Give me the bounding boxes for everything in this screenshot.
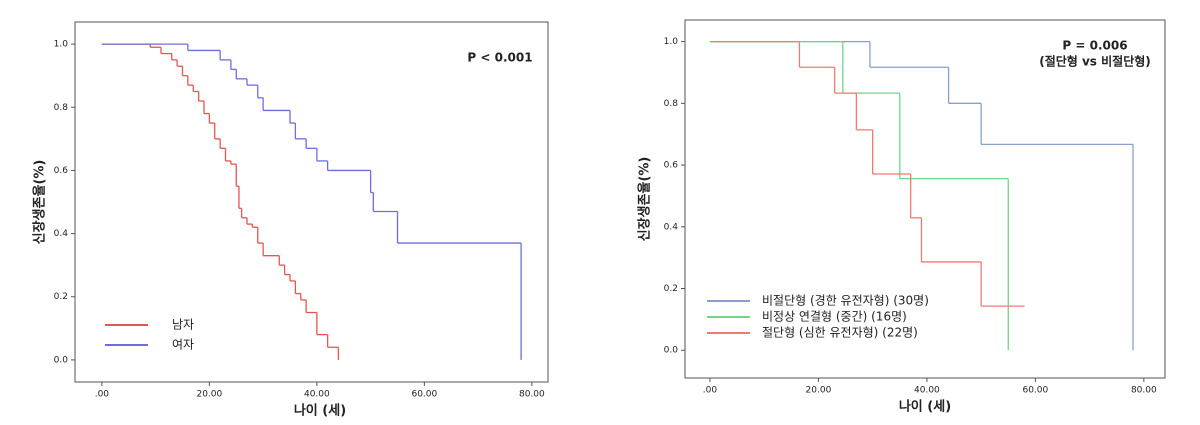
- annotation: P < 0.001: [467, 51, 532, 65]
- y-tick-label: 0.8: [54, 103, 69, 113]
- y-tick-label: 1.0: [54, 40, 69, 50]
- x-tick-label: .00: [703, 386, 718, 396]
- y-axis-title: 신장생존율(%): [637, 157, 653, 242]
- x-tick-label: .00: [95, 390, 110, 400]
- y-tick-label: 0.6: [54, 166, 69, 176]
- y-tick-label: 0.2: [54, 292, 68, 302]
- y-tick-label: 0.6: [664, 161, 679, 171]
- annotation: (절단형 vs 비절단형): [1039, 54, 1151, 69]
- x-axis-title: 나이 (세): [899, 399, 951, 415]
- x-tick-label: 60.00: [411, 390, 437, 400]
- x-tick-label: 80.00: [1131, 386, 1157, 396]
- x-tick-label: 20.00: [196, 390, 222, 400]
- x-tick-label: 20.00: [806, 386, 832, 396]
- x-tick-label: 60.00: [1022, 386, 1048, 396]
- x-tick-label: 80.00: [519, 390, 545, 400]
- legend-label: 비정상 연결형 (중간) (16명): [762, 310, 907, 324]
- legend-label: 여자: [172, 338, 194, 352]
- y-tick-label: 1.0: [664, 37, 679, 47]
- x-tick-label: 40.00: [304, 390, 330, 400]
- legend-label: 비절단형 (경한 유전자형) (30명): [762, 294, 929, 308]
- annotation: P = 0.006: [1062, 39, 1127, 53]
- legend-label: 절단형 (심한 유전자형) (22명): [762, 326, 918, 340]
- plot-frame: [74, 21, 549, 383]
- y-tick-label: 0.4: [664, 222, 679, 232]
- x-tick-label: 40.00: [914, 386, 940, 396]
- y-tick-label: 0.8: [664, 99, 679, 109]
- y-tick-label: 0.2: [664, 284, 678, 294]
- x-axis-title: 나이 (세): [294, 403, 346, 419]
- legend-label: 남자: [172, 318, 194, 332]
- y-axis-title: 신장생존율(%): [32, 160, 48, 245]
- plot-frame: [684, 19, 1166, 379]
- y-tick-label: 0.4: [54, 229, 69, 239]
- y-tick-label: 0.0: [664, 346, 679, 356]
- y-tick-label: 0.0: [54, 355, 69, 365]
